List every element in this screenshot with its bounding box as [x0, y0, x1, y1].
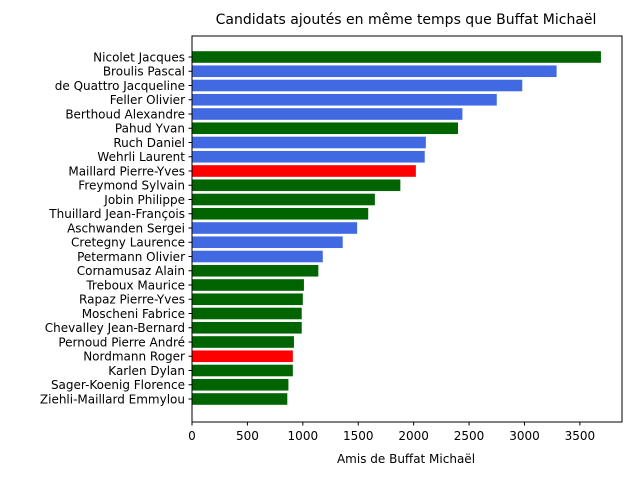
x-tick-label: 3000: [509, 429, 540, 443]
y-tick-label: Cornamusaz Alain: [77, 264, 185, 278]
bar: [192, 378, 289, 391]
x-axis-label: Amis de Buffat Michaël: [337, 452, 475, 466]
bar: [192, 193, 375, 206]
y-tick-label: Berthoud Alexandre: [65, 107, 185, 121]
bar: [192, 150, 425, 163]
y-tick-label: Maillard Pierre-Yves: [68, 164, 185, 178]
y-tick-label: de Quattro Jacqueline: [55, 79, 185, 93]
bar: [192, 108, 463, 120]
y-tick-label: Ruch Daniel: [113, 136, 185, 150]
bar: [192, 264, 319, 277]
y-tick-label: Freymond Sylvain: [78, 179, 185, 193]
y-tick-label: Nordmann Roger: [83, 350, 185, 364]
x-tick-label: 3500: [565, 429, 596, 443]
bar: [192, 93, 497, 106]
bar: [192, 236, 343, 249]
y-tick-label: Treboux Maurice: [85, 278, 185, 292]
y-tick-label: Wehrli Laurent: [97, 150, 185, 164]
bar: [192, 350, 293, 363]
x-tick-label: 2500: [454, 429, 485, 443]
x-tick-label: 2000: [398, 429, 429, 443]
y-tick-label: Chevalley Jean-Bernard: [45, 321, 185, 335]
bar: [192, 364, 293, 377]
x-tick-label: 0: [188, 429, 196, 443]
y-tick-label: Karlen Dylan: [108, 364, 185, 378]
y-tick-label: Ziehli-Maillard Emmylou: [40, 392, 185, 406]
bar: [192, 179, 401, 192]
bar: [192, 136, 426, 149]
bars-layer: [192, 51, 601, 405]
bar: [192, 207, 369, 220]
y-tick-label: Broulis Pascal: [103, 65, 185, 79]
chart-title: Candidats ajoutés en même temps que Buff…: [216, 12, 597, 28]
bar: [192, 321, 302, 334]
y-tick-label: Petermann Olivier: [77, 250, 185, 264]
y-tick-label: Nicolet Jacques: [93, 50, 185, 64]
y-tick-label: Moscheni Fabrice: [82, 307, 185, 321]
y-tick-label: Jobin Philippe: [103, 193, 185, 207]
x-axis-ticks: 0 500 1000 1500 2000 2500 3000 3500: [188, 422, 595, 443]
y-tick-label: Thuillard Jean-François: [48, 207, 185, 221]
y-tick-label: Sager-Koenig Florence: [51, 378, 185, 392]
bar: [192, 250, 323, 263]
y-tick-label: Cretegny Laurence: [71, 236, 185, 250]
bar: [192, 307, 302, 320]
bar: [192, 79, 523, 92]
y-tick-label: Rapaz Pierre-Yves: [79, 293, 185, 307]
bar: [192, 122, 458, 135]
bar: [192, 165, 416, 177]
bar: [192, 51, 601, 63]
bar: [192, 222, 358, 234]
y-tick-label: Aschwanden Sergei: [67, 221, 185, 235]
bar: [192, 65, 557, 78]
bar: [192, 336, 294, 348]
bar: [192, 279, 304, 291]
x-tick-label: 1500: [343, 429, 374, 443]
x-tick-label: 1000: [288, 429, 319, 443]
bar: [192, 293, 303, 306]
axes-frame: [191, 35, 623, 423]
y-tick-label: Feller Olivier: [110, 93, 185, 107]
x-tick-label: 500: [236, 429, 259, 443]
y-tick-label: Pernoud Pierre André: [58, 335, 185, 349]
bar: [192, 393, 288, 405]
y-tick-label: Pahud Yvan: [115, 122, 185, 136]
